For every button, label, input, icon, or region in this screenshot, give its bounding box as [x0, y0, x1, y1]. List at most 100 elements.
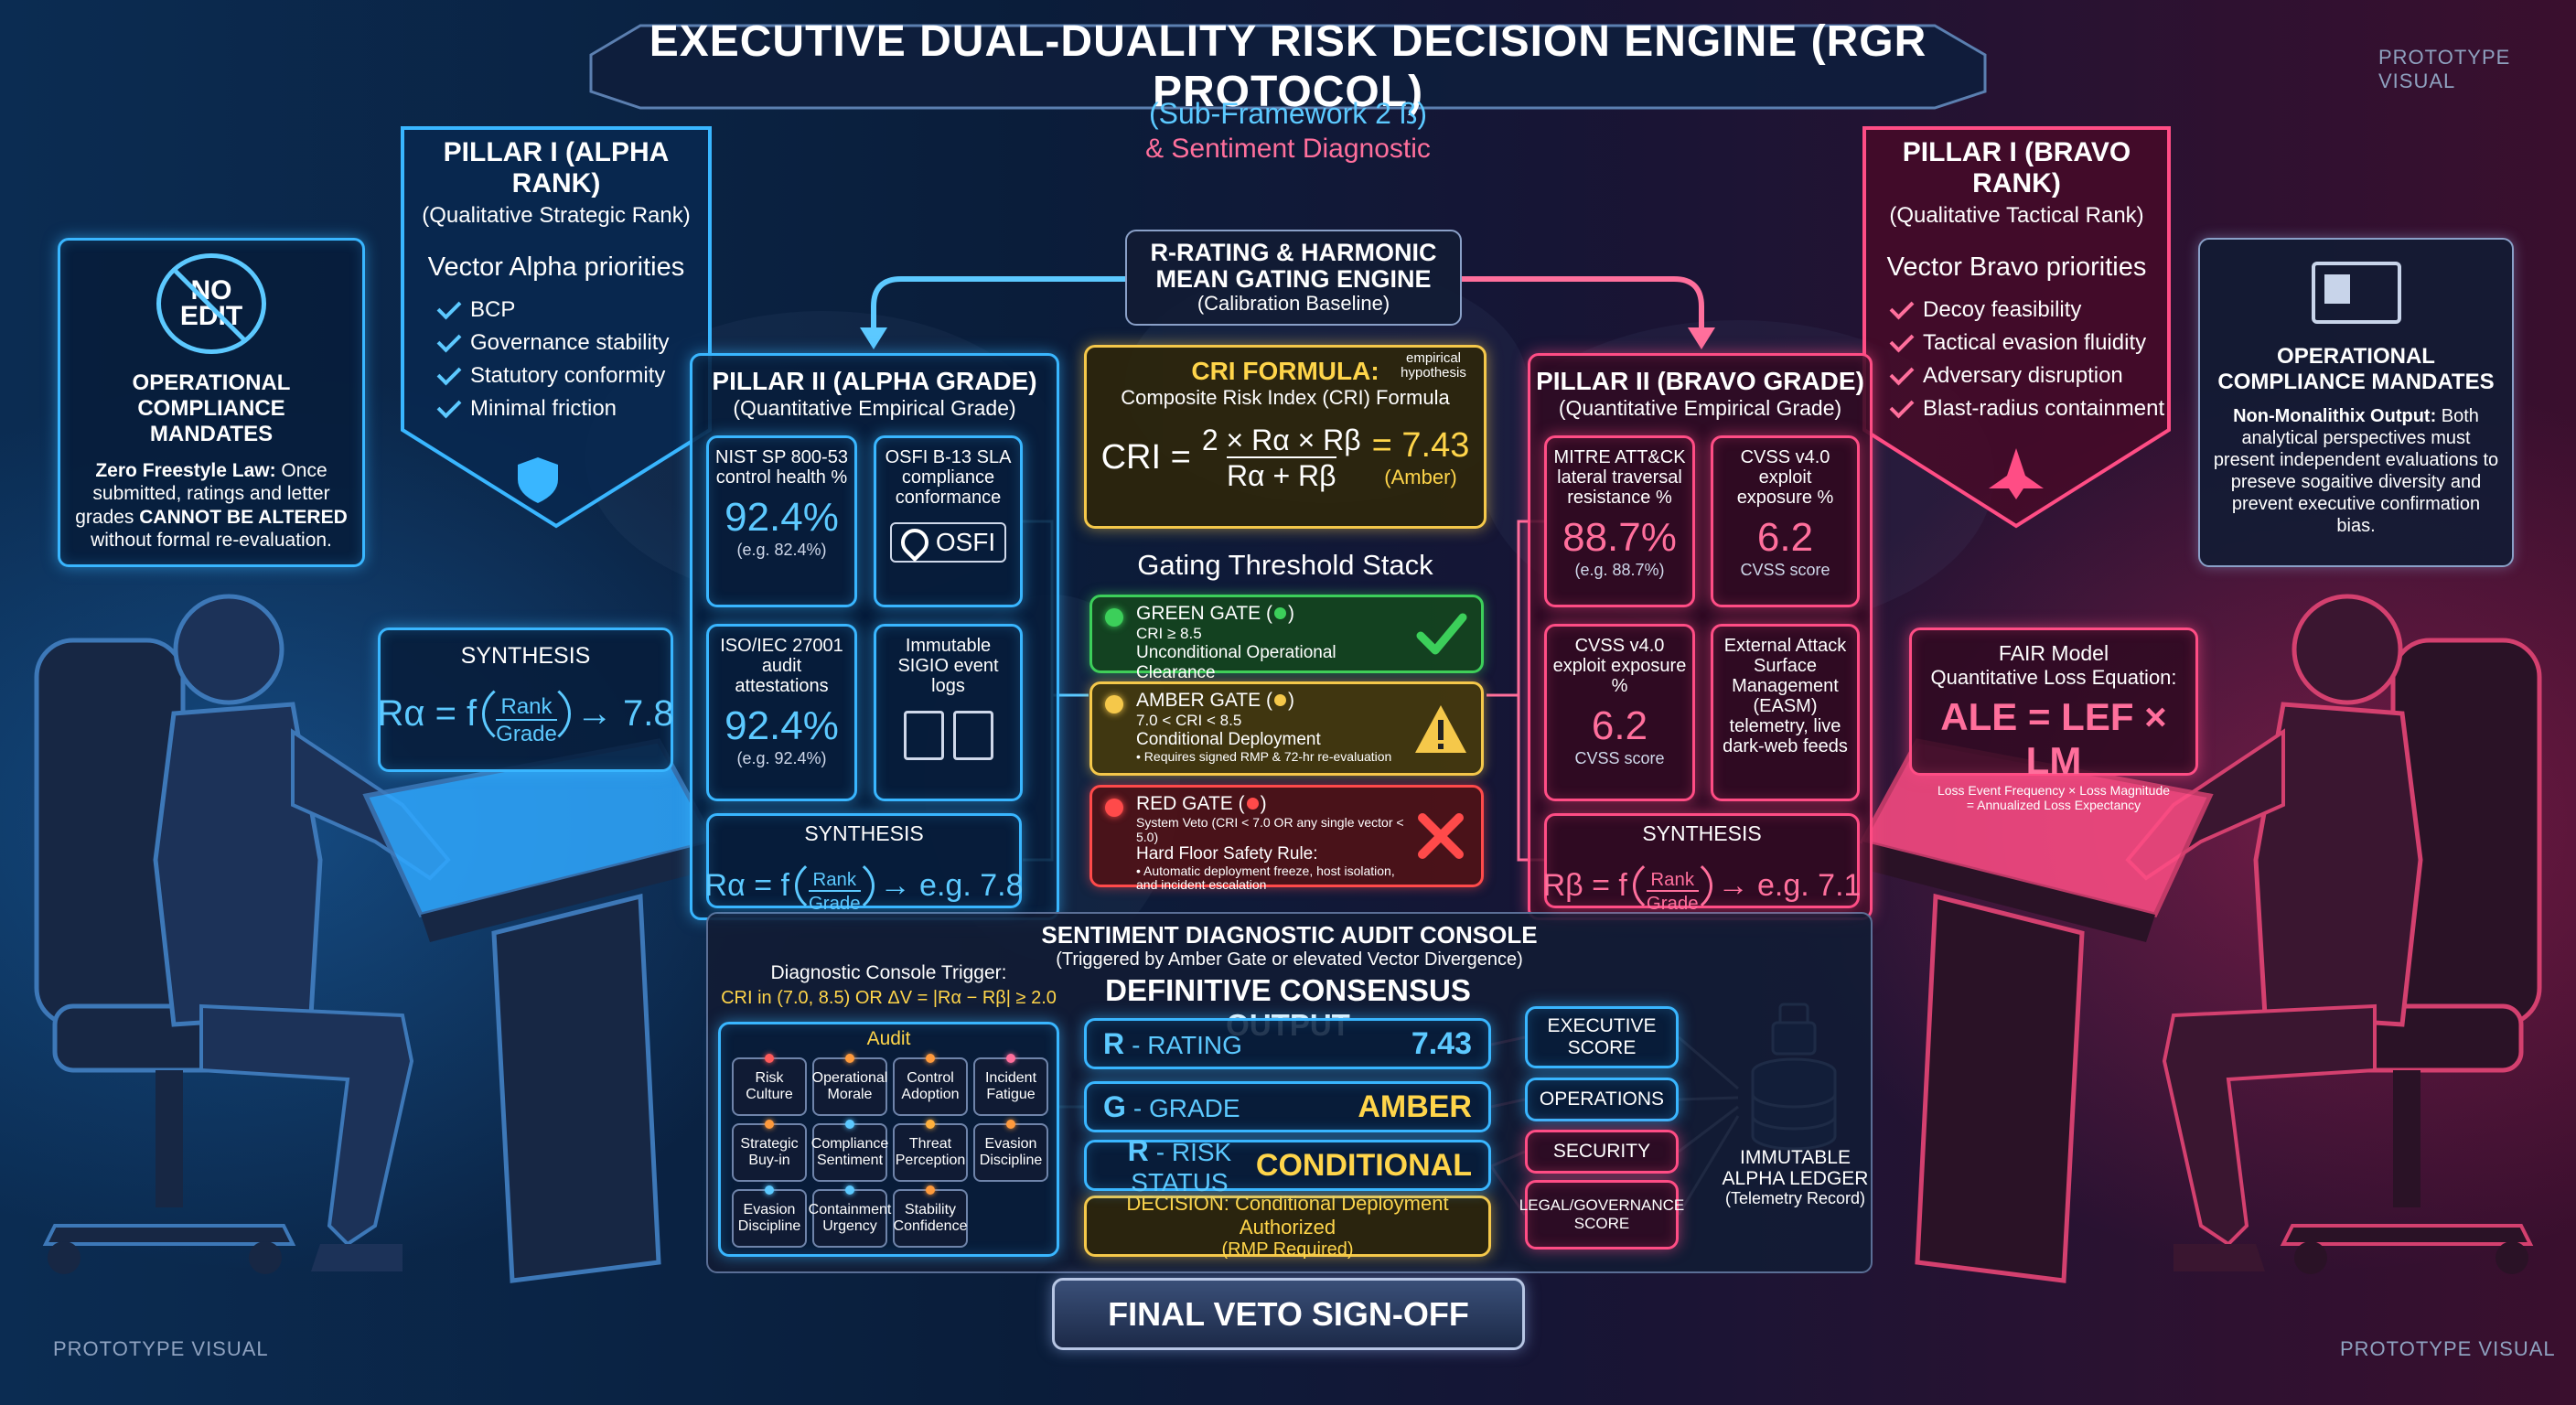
priority-item: Tactical evasion fluidity: [1889, 327, 2164, 356]
gate-description: Hard Floor Safety Rule:: [1136, 844, 1318, 863]
priority-list: BCP Governance stability Statutory conform…: [436, 290, 669, 428]
gating-title: Gating Threshold Stack: [1137, 549, 1433, 581]
gate-condition: 7.0 < CRI < 8.5: [1136, 712, 1242, 729]
priority-text: Blast-radius containment: [1923, 396, 2165, 421]
output-target: LEGAL/GOVERNANCE SCORE: [1519, 1180, 1684, 1249]
consensus-row: G- GRADE AMBER: [1084, 1081, 1491, 1132]
no-edit-icon: NO EDIT: [156, 253, 266, 355]
left-mandate: NO EDIT OPERATIONAL COMPLIANCE MANDATES …: [58, 238, 365, 567]
grade-synthesis: SYNTHESIS Rβ = f Rank Grade → e.g. 7.1: [1543, 813, 1861, 917]
audit-item: Containment Urgency: [809, 1185, 891, 1248]
fair-model: FAIR Model Quantitative Loss Equation: A…: [1909, 627, 2198, 812]
page-title: EXECUTIVE DUAL-DUALITY RISK DECISION ENG…: [649, 17, 1927, 116]
cri-formula: CRI FORMULA: Composite Risk Index (CRI) …: [1084, 345, 1487, 529]
console-title: SENTIMENT DIAGNOSTIC AUDIT CONSOLE: [1041, 921, 1538, 949]
body-segment: Once submitted, ratings and letter grade…: [75, 460, 330, 528]
gate: AMBER GATE () 7.0 < CRI < 8.5 Conditional …: [1089, 681, 1484, 776]
fair-note: Loss Event Frequency × Loss Magnitude: [1937, 783, 2171, 798]
body-segment: Both analytical perspectives must presen…: [2213, 406, 2499, 537]
monitor-icon: [2311, 262, 2401, 324]
card-label: External Attack Surface Management (EASM…: [1723, 636, 1848, 756]
audit-dot: [845, 1185, 854, 1195]
mandate-title: OPERATIONAL COMPLIANCE MANDATES: [2217, 344, 2495, 394]
row-label: - RATING: [1132, 1030, 1242, 1059]
audit-text: Control Adoption: [901, 1070, 960, 1102]
check-icon: [1889, 295, 1915, 320]
pillar-title: PILLAR II (BRAVO GRADE): [1536, 367, 1864, 395]
audit-item: Control Adoption: [893, 1054, 968, 1116]
metric-card: External Attack Surface Management (EASM…: [1711, 624, 1860, 801]
card-value: 6.2: [1756, 515, 1814, 560]
engine-subtitle: (Calibration Baseline): [1197, 291, 1390, 315]
check-icon: [1889, 327, 1915, 353]
decision-text: Conditional Deployment Authorized: [1235, 1192, 1449, 1239]
right-mandate: OPERATIONAL COMPLIANCE MANDATES Non-Mona…: [2198, 238, 2514, 567]
gate-lamp: [1105, 608, 1123, 627]
list-title: Vector Bravo priorities: [1886, 252, 2147, 282]
card-label: MITRE ATT&CK lateral traversal resistanc…: [1553, 447, 1686, 508]
fraction-top: Rank: [1650, 870, 1695, 890]
fraction-bottom: Grade: [808, 890, 861, 914]
pillar-subtitle: (Qualitative Tactical Rank): [1889, 203, 2144, 228]
audit-item: Strategic Buy-in: [732, 1120, 807, 1182]
gate-condition: CRI ≥ 8.5: [1136, 625, 1202, 642]
consensus-row: R- RISK STATUS CONDITIONAL: [1084, 1134, 1491, 1196]
engine-title: R-RATING & HARMONIC MEAN GATING ENGINE: [1150, 239, 1437, 293]
audit-item: Threat Perception: [893, 1120, 968, 1182]
alpha-arrowhead: [860, 327, 887, 349]
priority-item: Decoy feasibility: [1889, 295, 2164, 323]
ledger-title: IMMUTABLE ALPHA LEDGER: [1722, 1147, 1869, 1190]
priority-text: Tactical evasion fluidity: [1923, 330, 2147, 355]
audit-dot: [926, 1185, 935, 1195]
formula: Rα = f Rank Grade → e.g. 7.8: [705, 855, 1024, 917]
audit-item: Stability Confidence: [893, 1185, 968, 1248]
formula-result: → 7.8: [575, 692, 674, 734]
audit-text: Compliance Sentiment: [810, 1136, 889, 1168]
output-target: SECURITY: [1525, 1130, 1679, 1174]
watermark: PROTOTYPE VISUAL: [53, 1337, 269, 1360]
monitor-panel: [2324, 274, 2350, 304]
card-value: 92.4%: [724, 703, 839, 748]
gate-icon: [1416, 613, 1467, 655]
fair-subtitle: Quantitative Loss Equation:: [1930, 666, 2177, 689]
gate-description: Conditional Deployment: [1136, 730, 1321, 749]
row-label-group: R- RISK STATUS: [1103, 1134, 1256, 1197]
final-veto-button[interactable]: FINAL VETO SIGN-OFF: [1052, 1278, 1525, 1350]
audit-panel: Audit Risk Culture Operational Morale Cont…: [718, 1022, 1059, 1257]
cri-title: CRI FORMULA:: [1191, 357, 1379, 385]
formula-result: → e.g. 7.8: [879, 868, 1024, 904]
fair-note: = Annualized Loss Expectancy: [1966, 798, 2141, 812]
subtitle: (Sub-Framework 2 ß): [1148, 97, 1428, 130]
audit-dot: [1006, 1120, 1015, 1129]
metric-card: MITRE ATT&CK lateral traversal resistanc…: [1544, 435, 1695, 607]
card-label: NIST SP 800-53 control health %: [715, 447, 848, 488]
output-target: EXECUTIVE SCORE: [1525, 1006, 1679, 1068]
gate-name-end: ): [1287, 690, 1294, 711]
card-value: 88.7%: [1562, 515, 1677, 560]
audit-item: Compliance Sentiment: [810, 1120, 889, 1182]
row-label: - GRADE: [1132, 1093, 1240, 1122]
ledger: IMMUTABLE ALPHA LEDGER (Telemetry Record…: [1720, 1147, 1871, 1208]
gate-dot: [1273, 694, 1286, 706]
gate-name-text: AMBER GATE (: [1136, 690, 1272, 711]
fraction-top: Rank: [812, 870, 857, 890]
trigger: Diagnostic Console Trigger: CRI in (7.0,…: [718, 962, 1059, 1009]
fraction: Rank Grade: [1646, 870, 1699, 914]
ledger-subtitle: (Telemetry Record): [1724, 1189, 1866, 1208]
audit-item: Risk Culture: [732, 1054, 807, 1116]
check-icon: [1889, 360, 1915, 386]
bravo-arrow: [1462, 276, 1704, 329]
priority-item: Governance stability: [436, 327, 669, 356]
row-value: 7.43: [1411, 1025, 1472, 1061]
gate: GREEN GATE () CRI ≥ 8.5 Unconditional Oper…: [1089, 595, 1484, 682]
decision-note: (RMP Required): [1221, 1239, 1354, 1260]
doc: [952, 711, 993, 760]
shield-icon: [518, 457, 558, 503]
card-label: CVSS v4.0 exploit exposure %: [1552, 636, 1687, 696]
check-icon: [436, 295, 462, 320]
decision: DECISION: Conditional Deployment Authori…: [1084, 1192, 1491, 1260]
priority-text: Decoy feasibility: [1923, 297, 2082, 322]
alpha-synthesis: SYNTHESIS Rα = f Rank Grade → 7.8: [377, 627, 674, 772]
gate-note: • Automatic deployment freeze, host isol…: [1136, 863, 1395, 893]
audit-text: Stability Confidence: [893, 1202, 968, 1234]
